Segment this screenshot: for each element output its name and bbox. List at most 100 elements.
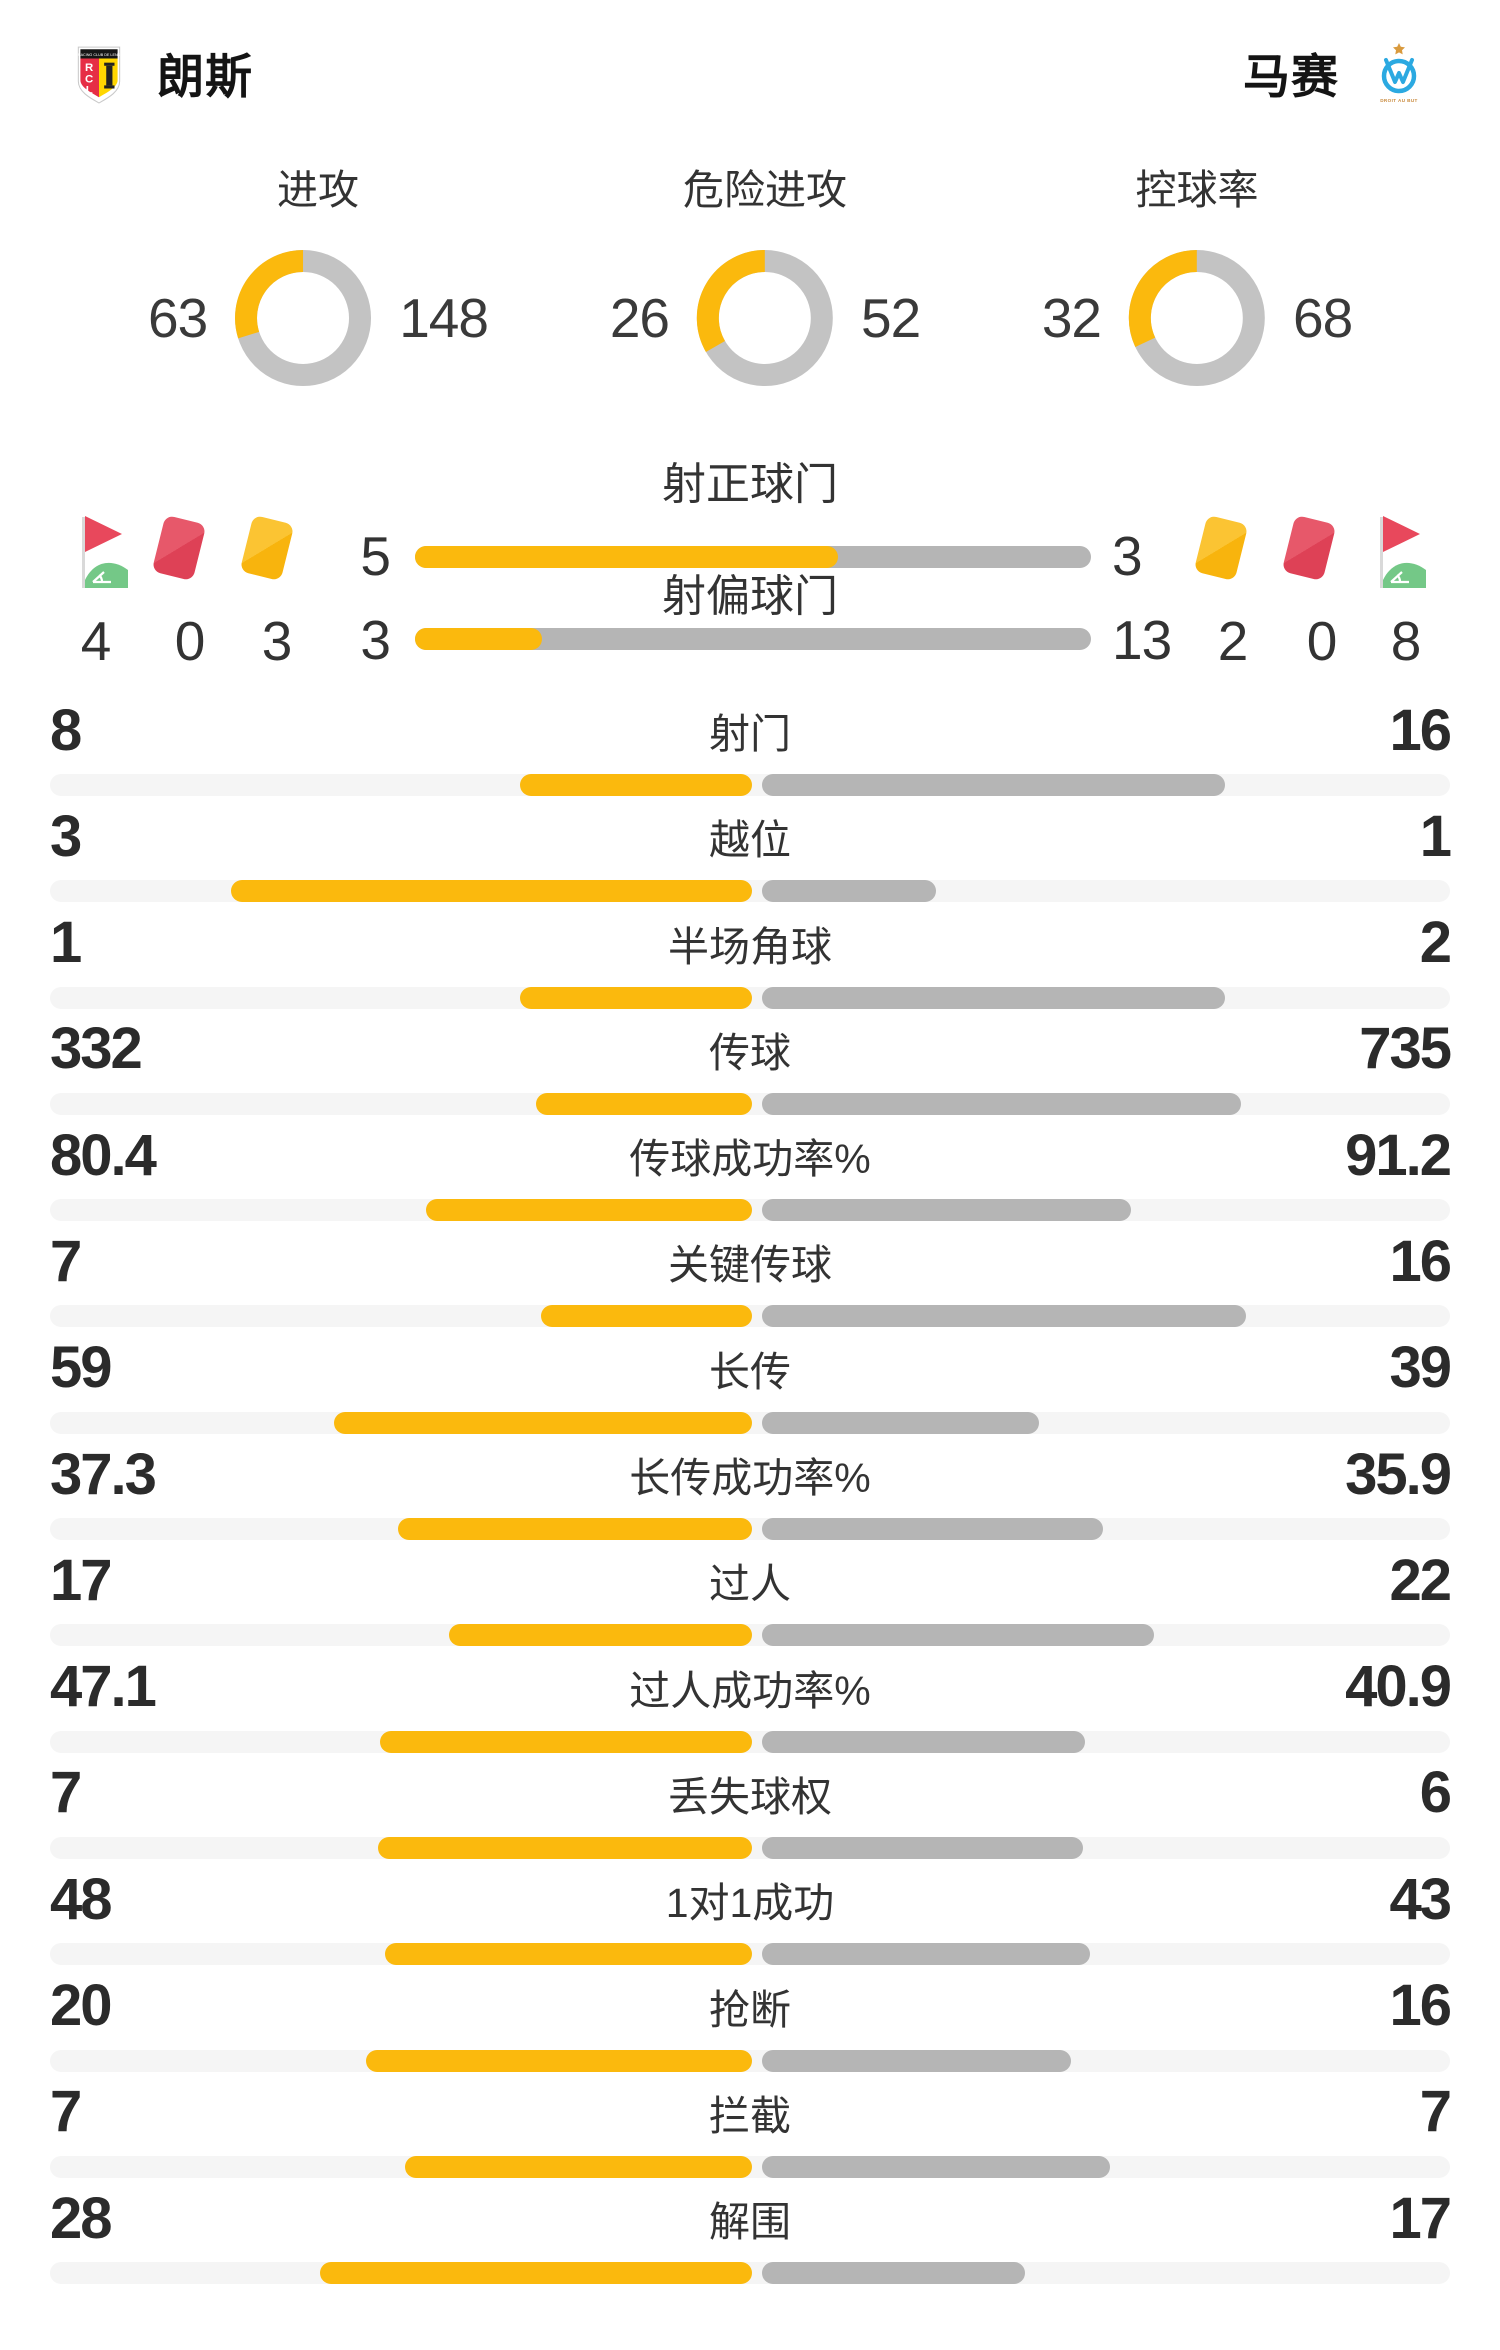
stats-list: 8 射门 16 3 越位 1 1 半场角球 2 [0,698,1500,2292]
home-corner-flag-icon [82,516,128,588]
shots-off-target-bar [415,628,1091,650]
stat-bar-away [762,1305,1246,1328]
stat-row: 8 射门 16 [0,698,1500,804]
shots-on-target-label: 射正球门 [662,460,838,509]
donut-dangerous-attacks-away-value: 52 [861,287,921,349]
home-team-logo-lens: RACING CLUB DE LENS R C L [77,46,121,104]
shots-on-target-bar-home [415,546,838,568]
om-motto-text: DROIT AU BUT [1380,98,1418,103]
stat-label: 射门 [709,711,791,757]
stat-bar-home [449,1624,752,1647]
lens-banner-text: RACING CLUB DE LENS [78,52,121,56]
stat-label: 关键传球 [668,1242,832,1289]
stat-bar-home [535,1092,752,1115]
stat-label: 抢断 [709,1986,791,2033]
donut-dangerous-attacks-home-value: 26 [609,287,670,349]
away-red-cards-count: 0 [1306,610,1338,672]
stat-away-value: 17 [1389,2185,1453,2251]
stat-row: 80.4 传球成功率% 91.2 [0,1123,1500,1229]
stat-bar-away [762,1730,1085,1753]
stat-bar-track [50,1836,1450,1859]
stat-home-value: 8 [50,697,82,763]
stat-row: 17 过人 22 [0,1548,1500,1654]
stat-away-value: 40.9 [1345,1654,1452,1720]
stat-away-value: 22 [1389,1547,1453,1613]
stat-label: 长传 [709,1348,791,1395]
stat-bar-away [762,1624,1155,1647]
stat-row: 332 传球 735 [0,1016,1500,1123]
stat-home-value: 7 [50,2079,82,2145]
stat-bar-home [520,774,752,796]
stat-bar-home [385,1943,752,1966]
donut-attacks-away-value: 148 [399,287,489,349]
stat-home-value: 47.1 [50,1654,157,1720]
shots-off-target-home-value: 3 [360,609,391,671]
stat-row: 20 抢断 16 [0,1973,1500,2080]
away-team-name: 马赛 [1243,50,1339,103]
donut-possession-away-value: 68 [1293,287,1353,349]
stat-bar-home [426,1199,752,1222]
stat-bar-home [365,2049,752,2072]
stat-home-value: 20 [50,1973,113,2039]
stat-bar-home [404,2155,752,2178]
attacks-donut-chart [235,250,372,386]
stat-label: 1对1成功 [665,1880,835,1927]
stat-bar-track [50,1305,1450,1328]
stat-bar-track [50,1518,1450,1541]
stat-bar-away [762,1836,1083,1859]
stat-away-value: 7 [1419,2079,1452,2145]
away-corner-flag-icon [1380,516,1426,588]
stat-label: 传球 [709,1029,791,1076]
stat-label: 长传成功率% [629,1455,871,1502]
donut-possession-label: 控球率 [1135,167,1259,213]
stat-row: 59 长传 39 [0,1335,1500,1442]
stat-label: 拦截 [709,2092,791,2139]
stat-bar-home [380,1730,752,1753]
donut-attacks: 进攻 63 148 [148,168,489,388]
shots-on-target-away-value: 3 [1112,525,1143,587]
stat-bar-home [377,1836,752,1859]
stat-bar-track [50,2049,1450,2072]
stat-away-value: 16 [1389,697,1453,763]
donut-possession-home-value: 32 [1041,287,1102,349]
stat-bar-away [762,1092,1241,1115]
stat-bar-away [762,1199,1132,1222]
away-corners-count: 8 [1390,610,1422,672]
stat-bar-track [50,2262,1450,2285]
stat-home-value: 1 [50,910,82,976]
stat-bar-track [50,2155,1450,2178]
stat-away-value: 16 [1389,1228,1453,1294]
stat-bar-away [762,2049,1071,2072]
stat-away-value: 91.2 [1345,1122,1452,1188]
stat-row: 3 越位 1 [0,804,1500,910]
shots-on-target-home-value: 5 [360,525,391,587]
shots-on-target-bar [415,546,1091,568]
possession-donut-chart [1129,250,1265,386]
stat-bar-track [50,986,1450,1009]
svg-text:R: R [85,61,93,73]
stat-home-value: 37.3 [50,1441,157,1507]
stat-away-value: 43 [1389,1866,1453,1932]
stat-row: 1 半场角球 2 [0,910,1500,1017]
stat-home-value: 332 [50,1016,143,1082]
stat-bar-track [50,1411,1450,1434]
stat-bar-track [50,774,1450,796]
home-yellow-cards-count: 3 [261,610,293,672]
stat-label: 半场角球 [668,923,832,970]
stat-bar-home [540,1305,752,1328]
stat-home-value: 80.4 [50,1122,157,1188]
away-yellow-cards-count: 2 [1217,610,1249,672]
away-team-logo-marseille: DROIT AU BUT [1380,42,1418,103]
shots-off-target-bar-home [415,628,542,650]
donut-dangerous-attacks: 危险进攻 26 52 [609,168,921,388]
home-team-header: RACING CLUB DE LENS R C L 朗斯 [75,38,253,107]
stat-bar-track [50,880,1450,903]
home-red-cards-count: 0 [174,610,206,672]
stat-label: 丢失球权 [668,1773,832,1820]
stat-bar-track [50,1624,1450,1647]
stat-bar-track [50,1730,1450,1753]
donut-attacks-home-value: 63 [148,287,208,349]
stat-bar-away [762,1943,1091,1966]
stat-bar-away [762,880,936,903]
